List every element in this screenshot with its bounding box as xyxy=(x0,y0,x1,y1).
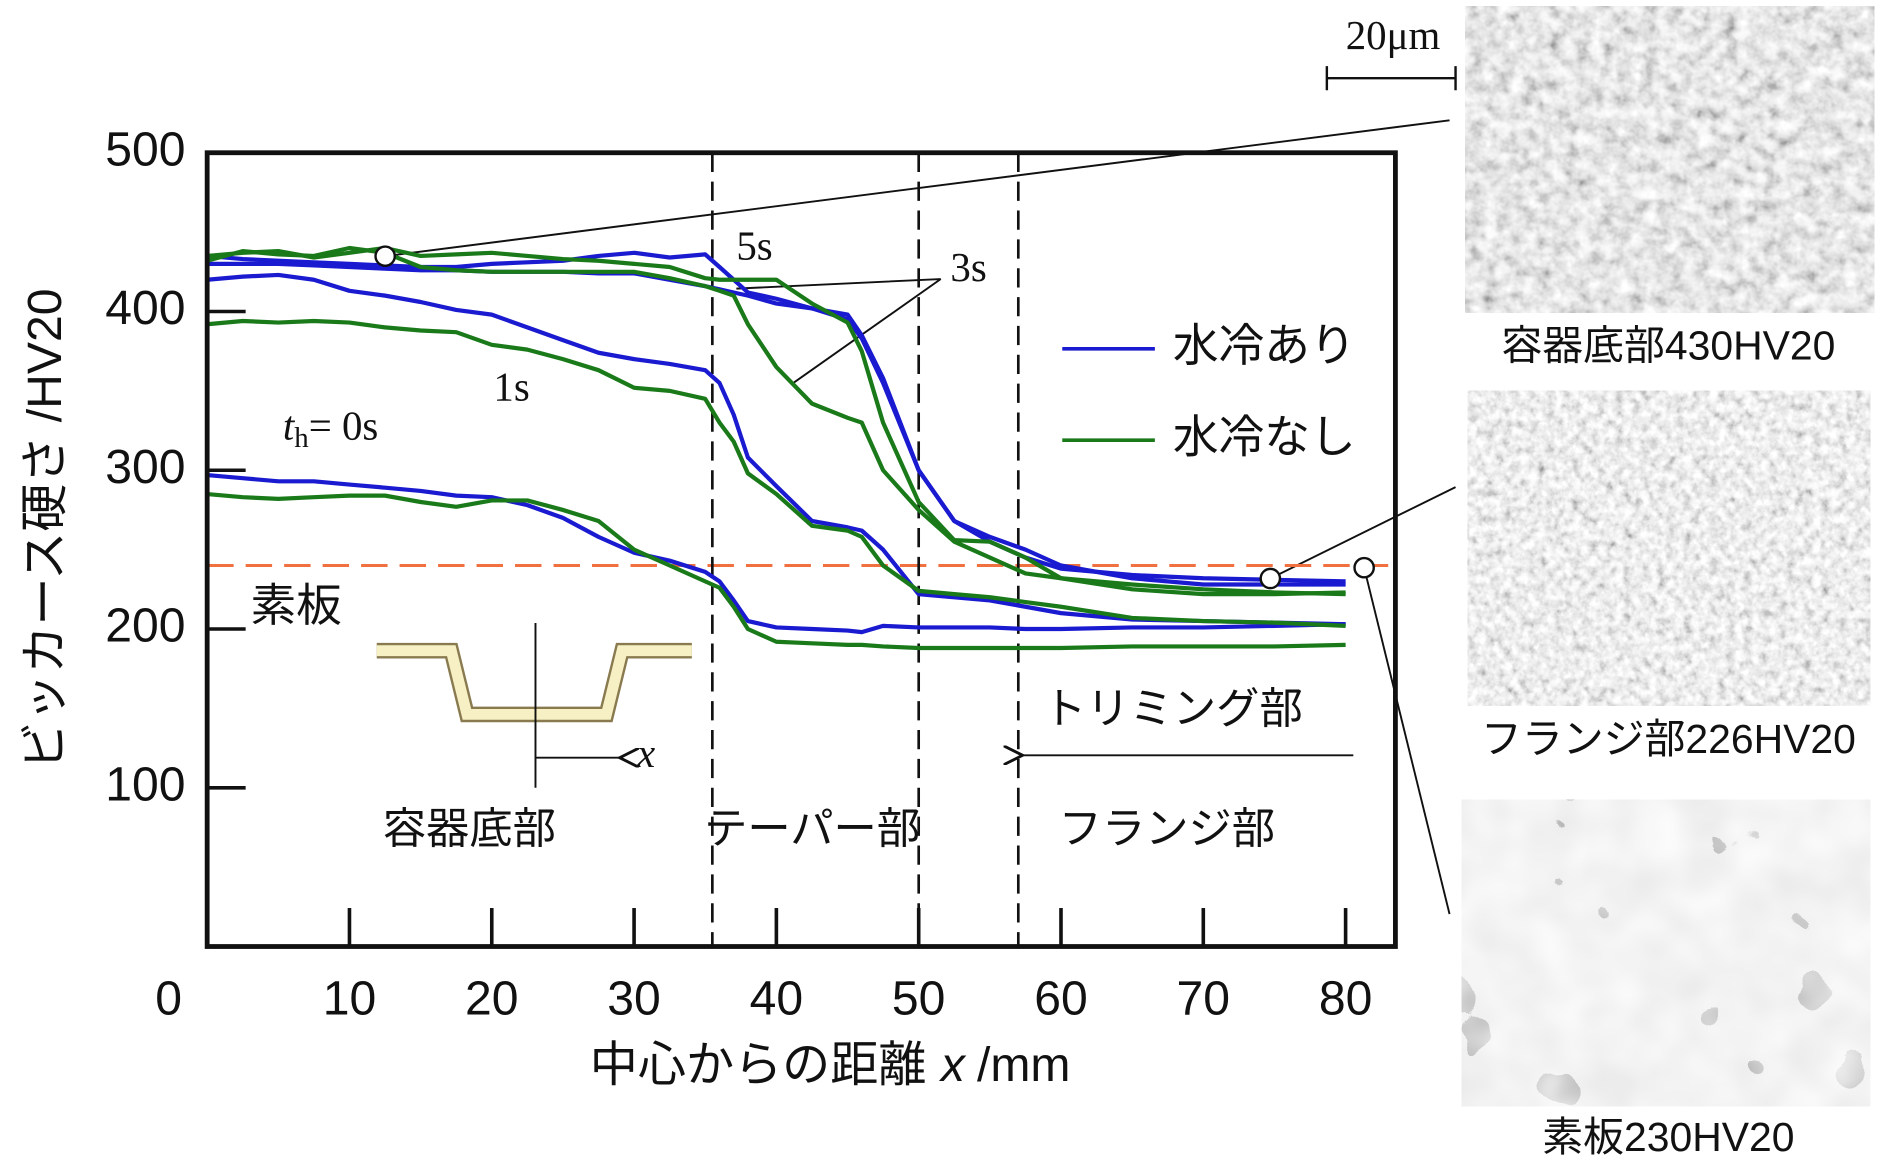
curve xyxy=(207,494,1345,648)
chart: 容器底部430HV20 フランジ部226HV20 素板230HV20 20μm … xyxy=(0,0,1884,1163)
micrograph-flange xyxy=(1468,391,1871,706)
x-tick-label: 60 xyxy=(1034,972,1088,1026)
x-axis-title-unit: /mm xyxy=(977,1038,1071,1092)
x-tick-label: 30 xyxy=(607,972,661,1026)
sample-point xyxy=(1355,558,1374,577)
legend-label: 水冷あり xyxy=(1173,320,1356,371)
annotation-rest: = 0s xyxy=(309,404,379,449)
x-axis-title-text: 中心からの距離 xyxy=(590,1038,927,1092)
section-label: テーパー部 xyxy=(704,806,920,854)
curve xyxy=(207,475,1345,632)
hat-section xyxy=(377,651,692,715)
x-tick-label: 20 xyxy=(465,972,519,1026)
annotation: 5s xyxy=(736,224,772,269)
x-tick-label: 70 xyxy=(1177,972,1230,1026)
annotation: 1s xyxy=(493,364,529,409)
annotation: th= 0s xyxy=(283,404,378,454)
y-tick-label: 300 xyxy=(105,440,185,494)
micrograph-caption: 容器底部430HV20 xyxy=(1501,323,1835,369)
hat-section-fill xyxy=(377,651,692,715)
legend-label: 水冷なし xyxy=(1173,411,1356,462)
trimming-label: トリミング部 xyxy=(1043,685,1303,733)
y-axis-title: ビッカース硬さ /HV20 xyxy=(18,289,72,770)
reference-label: 素板 xyxy=(250,580,341,631)
scale-label: 20μm xyxy=(1346,13,1441,58)
section-label: フランジ部 xyxy=(1059,806,1275,854)
sample-point xyxy=(376,247,395,266)
y-tick-label: 400 xyxy=(105,281,185,335)
scale-bar xyxy=(1327,66,1456,90)
x-tick-label: 10 xyxy=(323,972,377,1026)
leader-line xyxy=(385,120,1449,256)
inset-x-label: x xyxy=(636,731,655,776)
annotation-sub: h xyxy=(294,422,309,454)
x-tick-label: 0 xyxy=(155,972,182,1026)
y-tick-label: 500 xyxy=(105,122,185,176)
leader-line xyxy=(1364,568,1449,914)
micrograph-base xyxy=(1462,800,1871,1107)
x-tick-label: 40 xyxy=(750,972,804,1026)
y-tick-label: 100 xyxy=(105,757,185,811)
x-tick-label: 50 xyxy=(892,972,946,1026)
annotation: 3s xyxy=(950,245,986,290)
y-tick-label: 200 xyxy=(105,599,185,653)
micrograph-caption: フランジ部226HV20 xyxy=(1481,716,1856,762)
page: {"chart_data": { "type": "line", "xlabel… xyxy=(0,0,1884,1163)
sample-point xyxy=(1261,569,1280,588)
section-label: 容器底部 xyxy=(383,806,556,854)
micrograph-bottom xyxy=(1465,6,1874,313)
x-axis-title-var: x xyxy=(939,1038,967,1092)
x-tick-label: 80 xyxy=(1319,972,1373,1026)
micrograph-caption: 素板230HV20 xyxy=(1542,1114,1794,1160)
